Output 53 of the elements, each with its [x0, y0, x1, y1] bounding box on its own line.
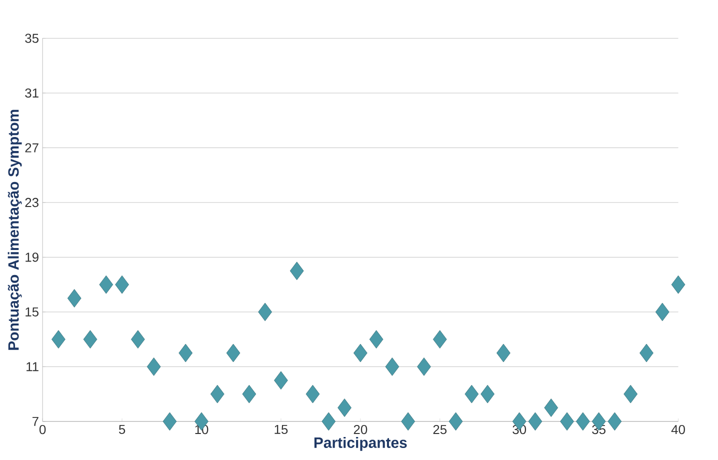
point [608, 412, 622, 431]
point [417, 358, 431, 376]
point [640, 344, 654, 362]
point [52, 330, 66, 349]
point [306, 385, 320, 404]
x-tick-label: 25 [433, 425, 447, 434]
point [655, 302, 670, 322]
point [290, 262, 304, 280]
point [178, 344, 193, 362]
x-tick-label: 40 [671, 425, 685, 434]
point [115, 276, 129, 294]
x-axis-title: Participantes [314, 437, 407, 452]
point [226, 344, 240, 362]
point [385, 358, 400, 376]
y-tick-label: 23 [25, 198, 38, 208]
y-axis-title: Pontuação Alimentação Symptom [8, 110, 22, 350]
point [67, 289, 82, 308]
point [560, 412, 574, 431]
x-tick-label: 15 [274, 425, 288, 434]
point [146, 358, 161, 376]
x-tick-label: 20 [354, 425, 368, 434]
point [242, 385, 256, 404]
point [83, 330, 98, 349]
point [480, 385, 494, 404]
point [99, 276, 114, 294]
y-tick-label: 27 [25, 143, 38, 152]
point [671, 276, 686, 294]
point [464, 385, 479, 404]
point [401, 412, 416, 431]
point [210, 385, 224, 404]
point [576, 412, 590, 431]
point [274, 371, 288, 390]
point [528, 412, 542, 431]
point [544, 398, 558, 418]
point [322, 412, 336, 431]
point [338, 398, 352, 418]
y-tick-label: 15 [26, 308, 38, 317]
point [258, 302, 272, 322]
x-tick-label: 5 [118, 425, 126, 434]
y-tick-label: 35 [25, 34, 38, 44]
point [496, 344, 510, 362]
y-tick-label: 11 [26, 362, 38, 372]
point [369, 330, 384, 349]
y-tick-label: 7 [32, 417, 38, 426]
y-tick-label: 19 [26, 252, 38, 262]
point [432, 330, 447, 349]
point [353, 344, 368, 362]
point [162, 412, 177, 431]
y-tick-label: 31 [25, 88, 38, 98]
point [130, 330, 145, 349]
x-tick-label: 0 [39, 425, 46, 434]
point [448, 412, 463, 431]
point [624, 385, 638, 404]
